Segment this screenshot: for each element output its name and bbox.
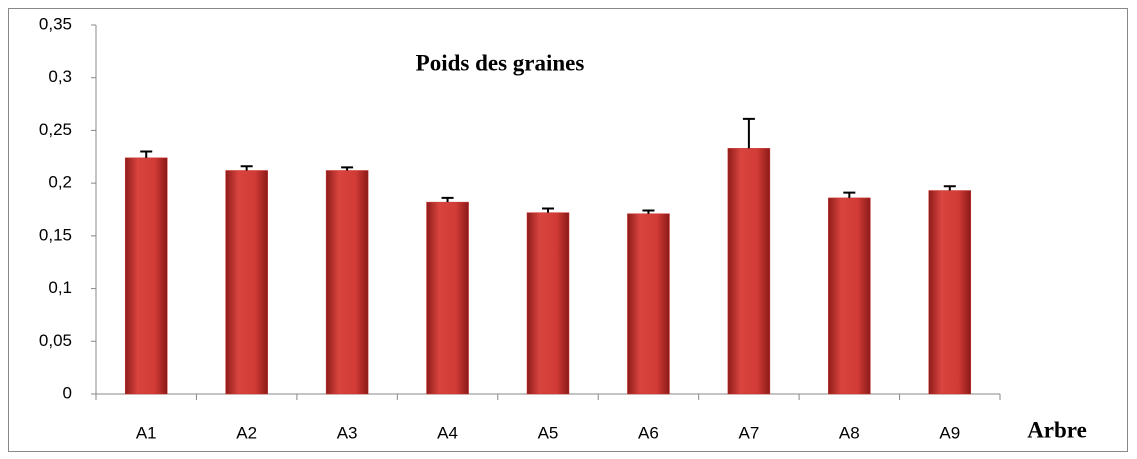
bar	[727, 148, 771, 395]
x-tick-label: A6	[638, 423, 659, 442]
x-axis-label: Arbre	[1027, 417, 1087, 442]
error-bar	[542, 207, 554, 213]
error-bar	[441, 196, 454, 203]
chart-title: Poids des graines	[416, 50, 585, 75]
bar	[828, 197, 871, 395]
x-tick-label: A8	[839, 423, 860, 442]
bar	[325, 170, 369, 395]
y-tick-label: 0,05	[39, 331, 72, 350]
error-bar	[140, 150, 153, 158]
y-tick-label: 0	[63, 383, 72, 402]
x-tick-label: A1	[136, 423, 157, 442]
y-tick-label: 0,35	[39, 14, 72, 33]
error-bar	[341, 166, 354, 171]
error-bar	[240, 165, 253, 171]
error-bar	[943, 185, 956, 191]
bar	[526, 212, 570, 395]
error-bar	[843, 191, 856, 198]
bar	[928, 190, 972, 395]
x-tick-label: A2	[236, 423, 257, 442]
frame	[8, 8, 1128, 452]
y-tick-label: 0,2	[48, 173, 72, 192]
x-tick-label: A5	[538, 423, 559, 442]
error-bar	[642, 209, 655, 214]
x-tick-label: A9	[939, 423, 960, 442]
bar	[627, 213, 670, 395]
x-tick-label: A3	[337, 423, 358, 442]
y-tick-label: 0,25	[39, 120, 72, 139]
y-tick-label: 0,15	[39, 225, 72, 244]
y-tick-label: 0,3	[48, 67, 72, 86]
x-tick-label: A4	[437, 423, 458, 442]
bar	[124, 157, 168, 395]
y-tick-label: 0,1	[48, 278, 72, 297]
bar	[426, 201, 469, 395]
bar	[225, 170, 268, 395]
error-bar	[742, 117, 755, 149]
x-tick-label: A7	[738, 423, 759, 442]
